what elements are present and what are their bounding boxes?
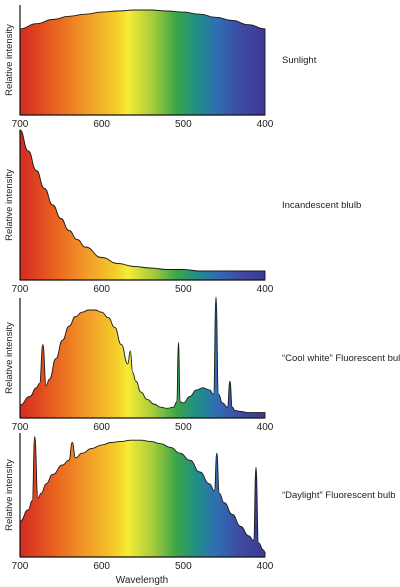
x-tick-label: 600 xyxy=(93,422,110,433)
x-tick-label: 500 xyxy=(175,284,192,295)
y-axis-label: Relative intensity xyxy=(4,322,15,394)
series-label: “Cool white” Fluorescent bulb xyxy=(282,353,400,364)
chart-panel-4: 700 600 500 400 Relative intensity “Daylight”… xyxy=(4,433,396,586)
x-tick-label: 500 xyxy=(175,119,192,130)
series-label: “Daylight” Fluorescent bulb xyxy=(282,490,396,501)
spectrum-area-4 xyxy=(19,436,266,558)
x-tick-label: 700 xyxy=(12,422,29,433)
y-axis-label: Relative intensity xyxy=(4,169,15,241)
x-tick-label: 700 xyxy=(12,119,29,130)
x-tick-label: 600 xyxy=(93,561,110,572)
x-tick-label: 400 xyxy=(257,284,274,295)
x-axis-label: Wavelength xyxy=(116,575,168,586)
series-label: Sunlight xyxy=(282,55,317,66)
chart-panel-3: 700 600 500 400 Relative intensity “Cool whit… xyxy=(4,296,400,433)
spectrum-area-3 xyxy=(19,296,266,419)
series-label: Incandescent blulb xyxy=(282,200,361,211)
x-tick-label: 700 xyxy=(12,284,29,295)
x-tick-label: 400 xyxy=(257,119,274,130)
y-axis-label: Relative intensity xyxy=(4,24,15,96)
x-tick-label: 400 xyxy=(257,561,274,572)
x-tick-label: 500 xyxy=(175,561,192,572)
x-tick-label: 700 xyxy=(12,561,29,572)
x-tick-label: 500 xyxy=(175,422,192,433)
x-tick-label: 600 xyxy=(93,119,110,130)
chart-panel-2: 700 600 500 400 Relative intensity Incandesce… xyxy=(4,129,361,295)
chart-panel-1: 700 600 500 400 Relative intensity Sunlight xyxy=(4,5,317,130)
spectrum-area-1 xyxy=(19,9,266,116)
spectrum-area-2 xyxy=(19,129,266,281)
x-tick-label: 400 xyxy=(257,422,274,433)
y-axis-label: Relative intensity xyxy=(4,459,15,531)
x-tick-label: 600 xyxy=(93,284,110,295)
